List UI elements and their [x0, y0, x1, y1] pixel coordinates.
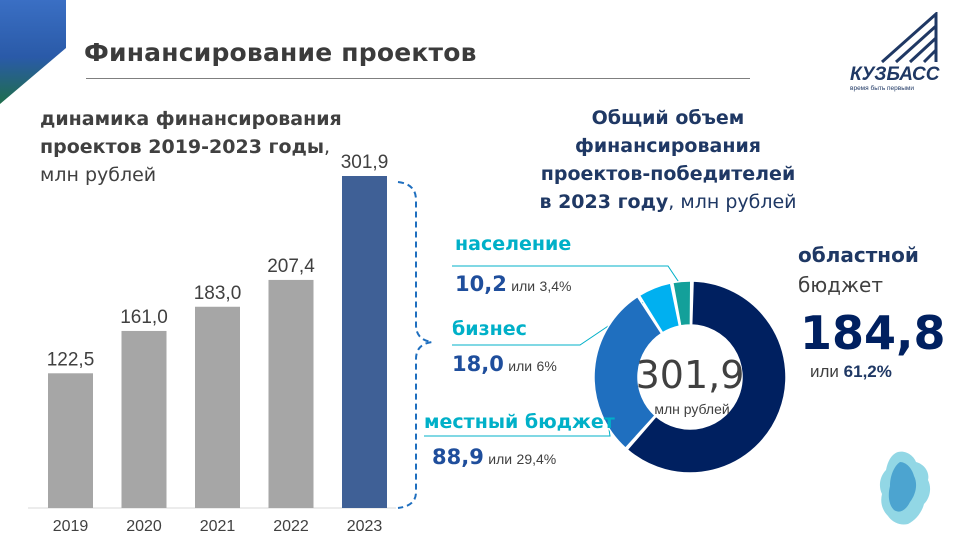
- kuzbass-logo: КУЗБАСС время быть первыми: [850, 12, 940, 92]
- x-tick-label-2023: 2023: [347, 518, 383, 535]
- segment-local-value-group: 88,9 или 29,4%: [432, 445, 556, 469]
- segment-population-label: население: [455, 233, 571, 255]
- donut-slice-local: [593, 295, 663, 450]
- segment-oblast-share: 61,2%: [843, 362, 892, 381]
- bar-value-label-2022: 207,4: [267, 256, 315, 277]
- segment-oblast-share-group: или 61,2%: [810, 362, 892, 382]
- logo-text: КУЗБАСС: [850, 64, 940, 85]
- corner-decoration: [0, 0, 66, 104]
- x-tick-label-2019: 2019: [53, 518, 89, 535]
- segment-business-value: 18,0: [452, 352, 504, 376]
- bar-2023: [342, 176, 387, 508]
- title-divider: [86, 78, 750, 79]
- segment-local-label: местный бюджет: [424, 411, 615, 433]
- donut-slice-business: [638, 282, 681, 334]
- segment-local-or: или: [488, 451, 513, 467]
- bar-value-label-2021: 183,0: [194, 283, 242, 304]
- segment-business-value-group: 18,0 или 6%: [452, 352, 557, 376]
- bar-2019: [48, 373, 93, 508]
- x-tick-label-2020: 2020: [126, 518, 162, 535]
- segment-local-share: 29,4%: [516, 451, 557, 467]
- segment-local-value: 88,9: [432, 445, 484, 469]
- leader-line-population: [452, 265, 683, 288]
- segment-population-value-group: 10,2 или 3,4%: [455, 272, 571, 296]
- bar-value-label-2019: 122,5: [47, 349, 95, 370]
- bar-2022: [268, 279, 314, 508]
- donut-title-line2: проектов-победителей: [540, 163, 796, 185]
- segment-oblast-name-line2: бюджет: [798, 273, 883, 297]
- bar-title-comma: ,: [324, 136, 331, 158]
- segment-oblast-value: 184,8: [800, 306, 946, 360]
- bar-chart-title: динамика финансирования проектов 2019-20…: [40, 105, 342, 189]
- kuzbass-map-emblem-icon: [879, 451, 931, 525]
- bar-2021: [195, 306, 240, 508]
- segment-local-name: местный бюджет: [424, 411, 615, 433]
- donut-title-line3: в 2023 году: [539, 191, 669, 213]
- segment-oblast-or: или: [810, 362, 839, 381]
- bar-title-line1: динамика финансирования: [40, 108, 342, 130]
- bar-title-line2: проектов 2019-2023 годы: [40, 136, 325, 158]
- logo-tagline: время быть первыми: [850, 84, 914, 92]
- donut-title-line1: Общий объем финансирования: [575, 107, 761, 157]
- page-title: Финансирование проектов: [84, 38, 477, 67]
- segment-population-value: 10,2: [455, 272, 507, 296]
- donut-slice-population: [671, 280, 692, 327]
- bar-2020: [121, 330, 167, 508]
- bracket-connector: [397, 181, 433, 509]
- donut-slice-oblast: [626, 280, 787, 474]
- segment-business-or: или: [508, 358, 533, 374]
- donut-center-value: 301,9: [636, 353, 745, 397]
- donut-title-unit: , млн рублей: [668, 191, 797, 213]
- segment-oblast-name-line1: областной: [798, 243, 919, 267]
- donut-center-unit: млн рублей: [654, 401, 729, 417]
- segment-business-label: бизнес: [452, 318, 527, 340]
- segment-oblast-label: областной бюджет: [798, 240, 919, 300]
- segment-population-or: или: [511, 278, 536, 294]
- bar-value-label-2020: 161,0: [120, 307, 168, 328]
- segment-population-share: 3,4%: [539, 278, 572, 294]
- bar-title-unit: млн рублей: [40, 164, 157, 186]
- segment-business-share: 6%: [536, 358, 557, 374]
- segment-population-name: население: [455, 233, 572, 255]
- segment-business-name: бизнес: [452, 318, 527, 340]
- donut-chart-title: Общий объем финансирования проектов-побе…: [498, 104, 838, 216]
- bar-value-label-2023: 301,9: [341, 152, 389, 173]
- x-tick-label-2022: 2022: [273, 518, 309, 535]
- x-tick-label-2021: 2021: [200, 518, 236, 535]
